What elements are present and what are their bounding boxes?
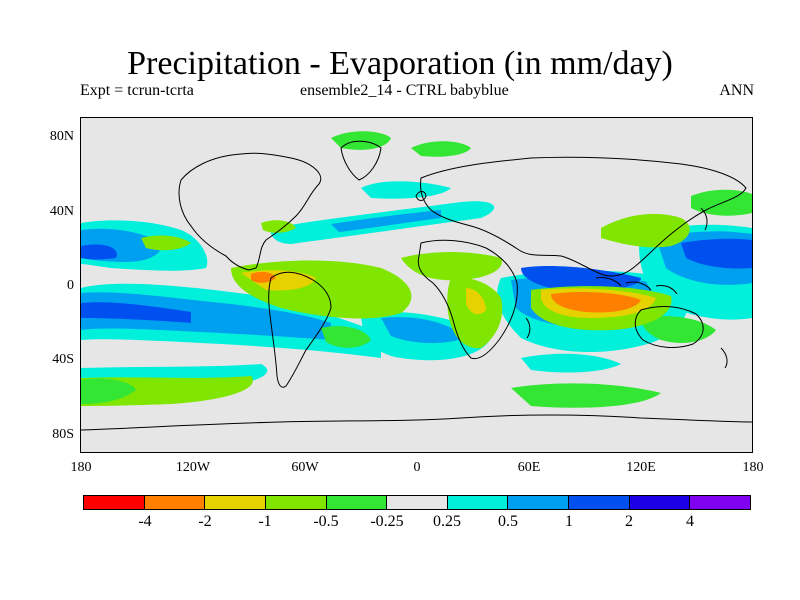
coast-north-america: [178, 152, 322, 271]
lon-tick-180w: 180: [70, 460, 92, 475]
colorbar-swatch: [265, 496, 327, 509]
lat-tick-40n: 40N: [49, 204, 74, 219]
coast-greenland: [340, 140, 382, 181]
colorbar-label: -1: [258, 513, 272, 530]
colorbar-swatch: [326, 496, 388, 509]
contour-e-asia-green: [601, 213, 690, 248]
lat-tick-0: 0: [67, 278, 74, 293]
coast-japan: [700, 207, 708, 231]
coast-new-zealand: [720, 347, 728, 369]
contour-atlantic-band-blue: [331, 210, 441, 232]
contour-s-pacific-dark: [81, 302, 191, 323]
season-label: ANN: [719, 82, 754, 99]
colorbar: [83, 495, 751, 510]
contour-indian-ocean-dark: [521, 266, 641, 291]
colorbar-swatch: [205, 496, 266, 509]
contour-s-atlantic-blue: [381, 317, 466, 344]
coast-africa: [417, 239, 518, 360]
colorbar-label: 2: [625, 513, 633, 530]
colorbar-swatch: [690, 496, 751, 509]
colorbar-swatch: [629, 496, 691, 509]
lat-tick-80s: 80S: [52, 427, 74, 442]
colorbar-swatch: [84, 496, 145, 509]
contour-s-atlantic-green: [321, 326, 371, 348]
contour-n-pacific-dark: [81, 244, 117, 260]
colorbar-swatch: [508, 496, 570, 509]
colorbar-label: 4: [686, 513, 694, 530]
colorbar-swatch: [447, 496, 509, 509]
colorbar-swatch: [569, 496, 630, 509]
contour-s-pacific-blue: [81, 292, 331, 340]
colorbar-label: -4: [138, 513, 152, 530]
map-panel: [80, 117, 753, 453]
contour-africa-yellow: [466, 288, 486, 315]
colorbar-label: -0.5: [313, 513, 339, 530]
lon-tick-0: 0: [413, 460, 421, 475]
coast-australia: [634, 306, 704, 348]
coast-south-america: [268, 271, 332, 388]
coast-madagascar: [525, 317, 531, 339]
contour-australia-green: [641, 316, 716, 343]
contour-arctic-green: [411, 141, 471, 157]
colorbar-label: 0.5: [498, 513, 518, 530]
chart-title: Precipitation - Evaporation (in mm/day): [127, 45, 673, 82]
experiment-label: Expt = tcrun-tcrta: [80, 82, 194, 99]
lat-tick-80n: 80N: [49, 129, 74, 144]
colorbar-label: 1: [565, 513, 573, 530]
coastlines: [81, 140, 752, 431]
contour-south-indian-cyan: [521, 353, 621, 373]
colorbar-swatch: [144, 496, 206, 509]
contour-south-green-band: [81, 378, 136, 404]
coast-eurasia: [420, 156, 747, 277]
colorbar-label: -2: [198, 513, 212, 530]
contour-c-america-orange: [251, 271, 276, 283]
lon-tick-60e: 60E: [517, 460, 541, 475]
ensemble-label: ensemble2_14 - CTRL babyblue: [300, 82, 509, 99]
lat-tick-40s: 40S: [52, 352, 74, 367]
contour-w-pacific-dark: [681, 238, 752, 269]
contour-s-indian-green: [511, 383, 661, 408]
lon-tick-120e: 120E: [626, 460, 656, 475]
contour-arctic-cyan: [361, 181, 451, 199]
lon-tick-180e: 180: [742, 460, 764, 475]
precip-evap-map: [81, 118, 752, 452]
coast-uk: [415, 191, 427, 201]
contour-indonesia-orange: [551, 292, 641, 313]
lon-tick-120w: 120W: [175, 460, 211, 475]
lon-tick-60w: 60W: [291, 460, 319, 475]
colorbar-label: 0.25: [433, 513, 461, 530]
contour-midlat-green-1: [141, 235, 191, 251]
coast-indonesia: [595, 277, 678, 295]
colorbar-label: -0.25: [370, 513, 404, 530]
coast-antarctica: [81, 414, 752, 431]
colorbar-swatch: [387, 496, 448, 509]
contour-sahara-green: [401, 252, 502, 281]
